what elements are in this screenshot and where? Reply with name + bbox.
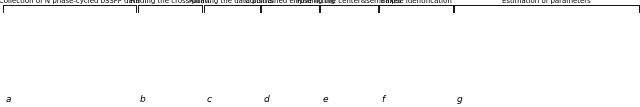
Text: Rotating the data points: Rotating the data points [189,0,274,4]
Text: c: c [206,95,211,104]
Text: d: d [264,95,269,104]
Text: f: f [381,95,385,104]
Text: a: a [6,95,12,104]
Text: Estimation of parameters: Estimation of parameters [502,0,591,4]
Text: Finding the cross-point: Finding the cross-point [130,0,210,4]
Text: Finding the center&semi-axes: Finding the center&semi-axes [296,0,401,4]
Text: g: g [457,95,463,104]
Text: b: b [140,95,146,104]
Text: Ellipse identification: Ellipse identification [381,0,451,4]
Text: Collection of N phase-cycled bSSFP data: Collection of N phase-cycled bSSFP data [0,0,140,4]
Text: e: e [323,95,328,104]
Text: Constrained ellipse fitting: Constrained ellipse fitting [245,0,335,4]
